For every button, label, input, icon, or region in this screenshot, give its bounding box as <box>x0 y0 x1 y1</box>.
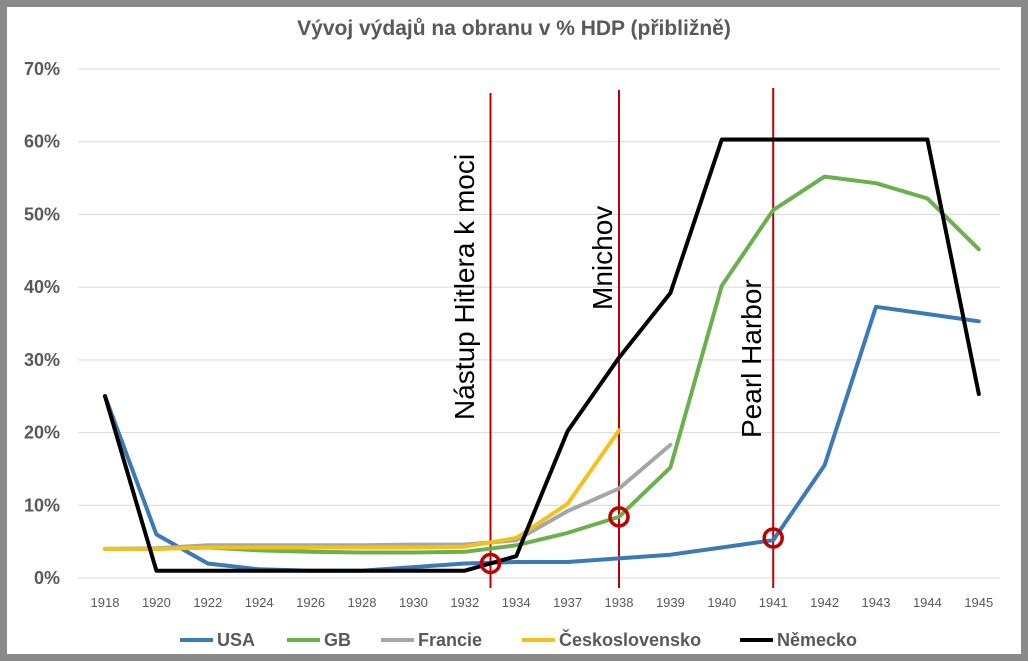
y-tick-label: 0% <box>34 568 60 588</box>
x-tick-label: 1924 <box>245 595 274 610</box>
y-axis-ticks: 0% 10% 20% 30% 40% 50% 60% 70% <box>24 59 60 588</box>
x-tick-label: 1941 <box>759 595 788 610</box>
x-tick-label: 1938 <box>605 595 634 610</box>
event-marker <box>762 527 784 549</box>
x-tick-label: 1943 <box>862 595 891 610</box>
event-markers <box>479 506 784 575</box>
x-tick-label: 1939 <box>656 595 685 610</box>
x-tick-label: 1920 <box>142 595 171 610</box>
y-tick-label: 10% <box>24 495 60 515</box>
y-tick-label: 30% <box>24 350 60 370</box>
legend-label: Československo <box>559 629 701 650</box>
legend-label: GB <box>324 630 351 650</box>
legend: USA GB Francie Československo Německo <box>180 629 857 650</box>
legend-label: Francie <box>418 630 482 650</box>
legend-label: Německo <box>777 630 857 650</box>
x-tick-label: 1918 <box>91 595 120 610</box>
series-line <box>103 304 981 573</box>
x-tick-label: 1928 <box>348 595 377 610</box>
y-tick-label: 50% <box>24 204 60 224</box>
y-tick-label: 60% <box>24 132 60 152</box>
event-marker <box>608 506 630 528</box>
x-tick-label: 1940 <box>707 595 736 610</box>
event-label: Nástup Hitlera k moci <box>449 154 480 420</box>
series-line <box>103 174 981 555</box>
x-axis-ticks: 1918 1920 1922 1924 1926 1928 1930 1932 1934 1937… <box>91 595 994 610</box>
y-tick-label: 40% <box>24 277 60 297</box>
x-tick-label: 1922 <box>193 595 222 610</box>
series-lines <box>103 137 981 573</box>
series-line <box>103 428 621 551</box>
event-label: Mnichov <box>587 206 618 310</box>
x-tick-label: 1937 <box>553 595 582 610</box>
series-line <box>103 137 981 573</box>
y-tick-label: 20% <box>24 423 60 443</box>
y-tick-label: 70% <box>24 59 60 79</box>
event-marker <box>479 552 502 575</box>
chart-title: Vývoj výdajů na obranu v % HDP (přibližn… <box>297 17 731 40</box>
x-tick-label: 1945 <box>964 595 993 610</box>
x-tick-label: 1926 <box>296 595 325 610</box>
x-tick-label: 1934 <box>502 595 531 610</box>
event-label: Pearl Harbor <box>736 279 767 438</box>
gridlines <box>78 68 1000 579</box>
x-tick-label: 1932 <box>450 595 479 610</box>
event-labels: Nástup Hitlera k moci Mnichov Pearl Harbor <box>449 154 767 438</box>
x-tick-label: 1942 <box>810 595 839 610</box>
legend-label: USA <box>217 630 255 650</box>
x-tick-label: 1930 <box>399 595 428 610</box>
series-line <box>103 442 673 551</box>
event-lines <box>489 88 775 588</box>
x-tick-label: 1944 <box>913 595 942 610</box>
